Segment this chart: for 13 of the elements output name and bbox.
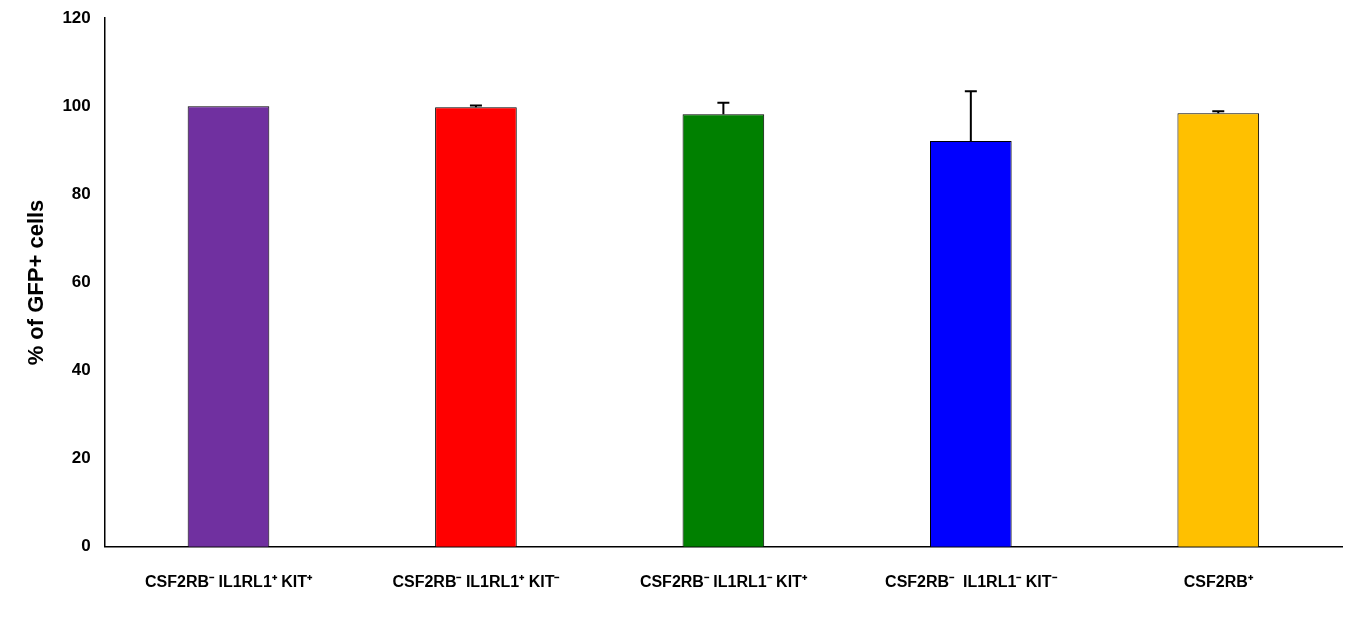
x-tick-label: CSF2RB⁻ IL1RL1⁻ KIT⁻ (885, 572, 1058, 590)
y-tick-label: 80 (71, 184, 91, 204)
y-tick-label: 100 (62, 95, 91, 115)
y-tick-label: 20 (71, 448, 91, 468)
y-tick-label: 120 (62, 7, 91, 27)
x-tick-label: CSF2RB⁻ IL1RL1⁺ KIT⁺ (144, 572, 313, 590)
y-tick-label: 60 (71, 272, 91, 292)
x-tick-label: CSF2RB⁻ IL1RL1⁻ KIT⁺ (639, 572, 808, 590)
x-tick-label: CSF2RB⁻ IL1RL1⁺ KIT⁻ (392, 572, 561, 590)
y-tick-label: 0 (81, 536, 91, 556)
x-tick-label: CSF2RB⁺ (1183, 572, 1254, 590)
y-axis-title: % of GFP+ cells (23, 199, 49, 366)
y-tick-label: 40 (71, 360, 91, 380)
